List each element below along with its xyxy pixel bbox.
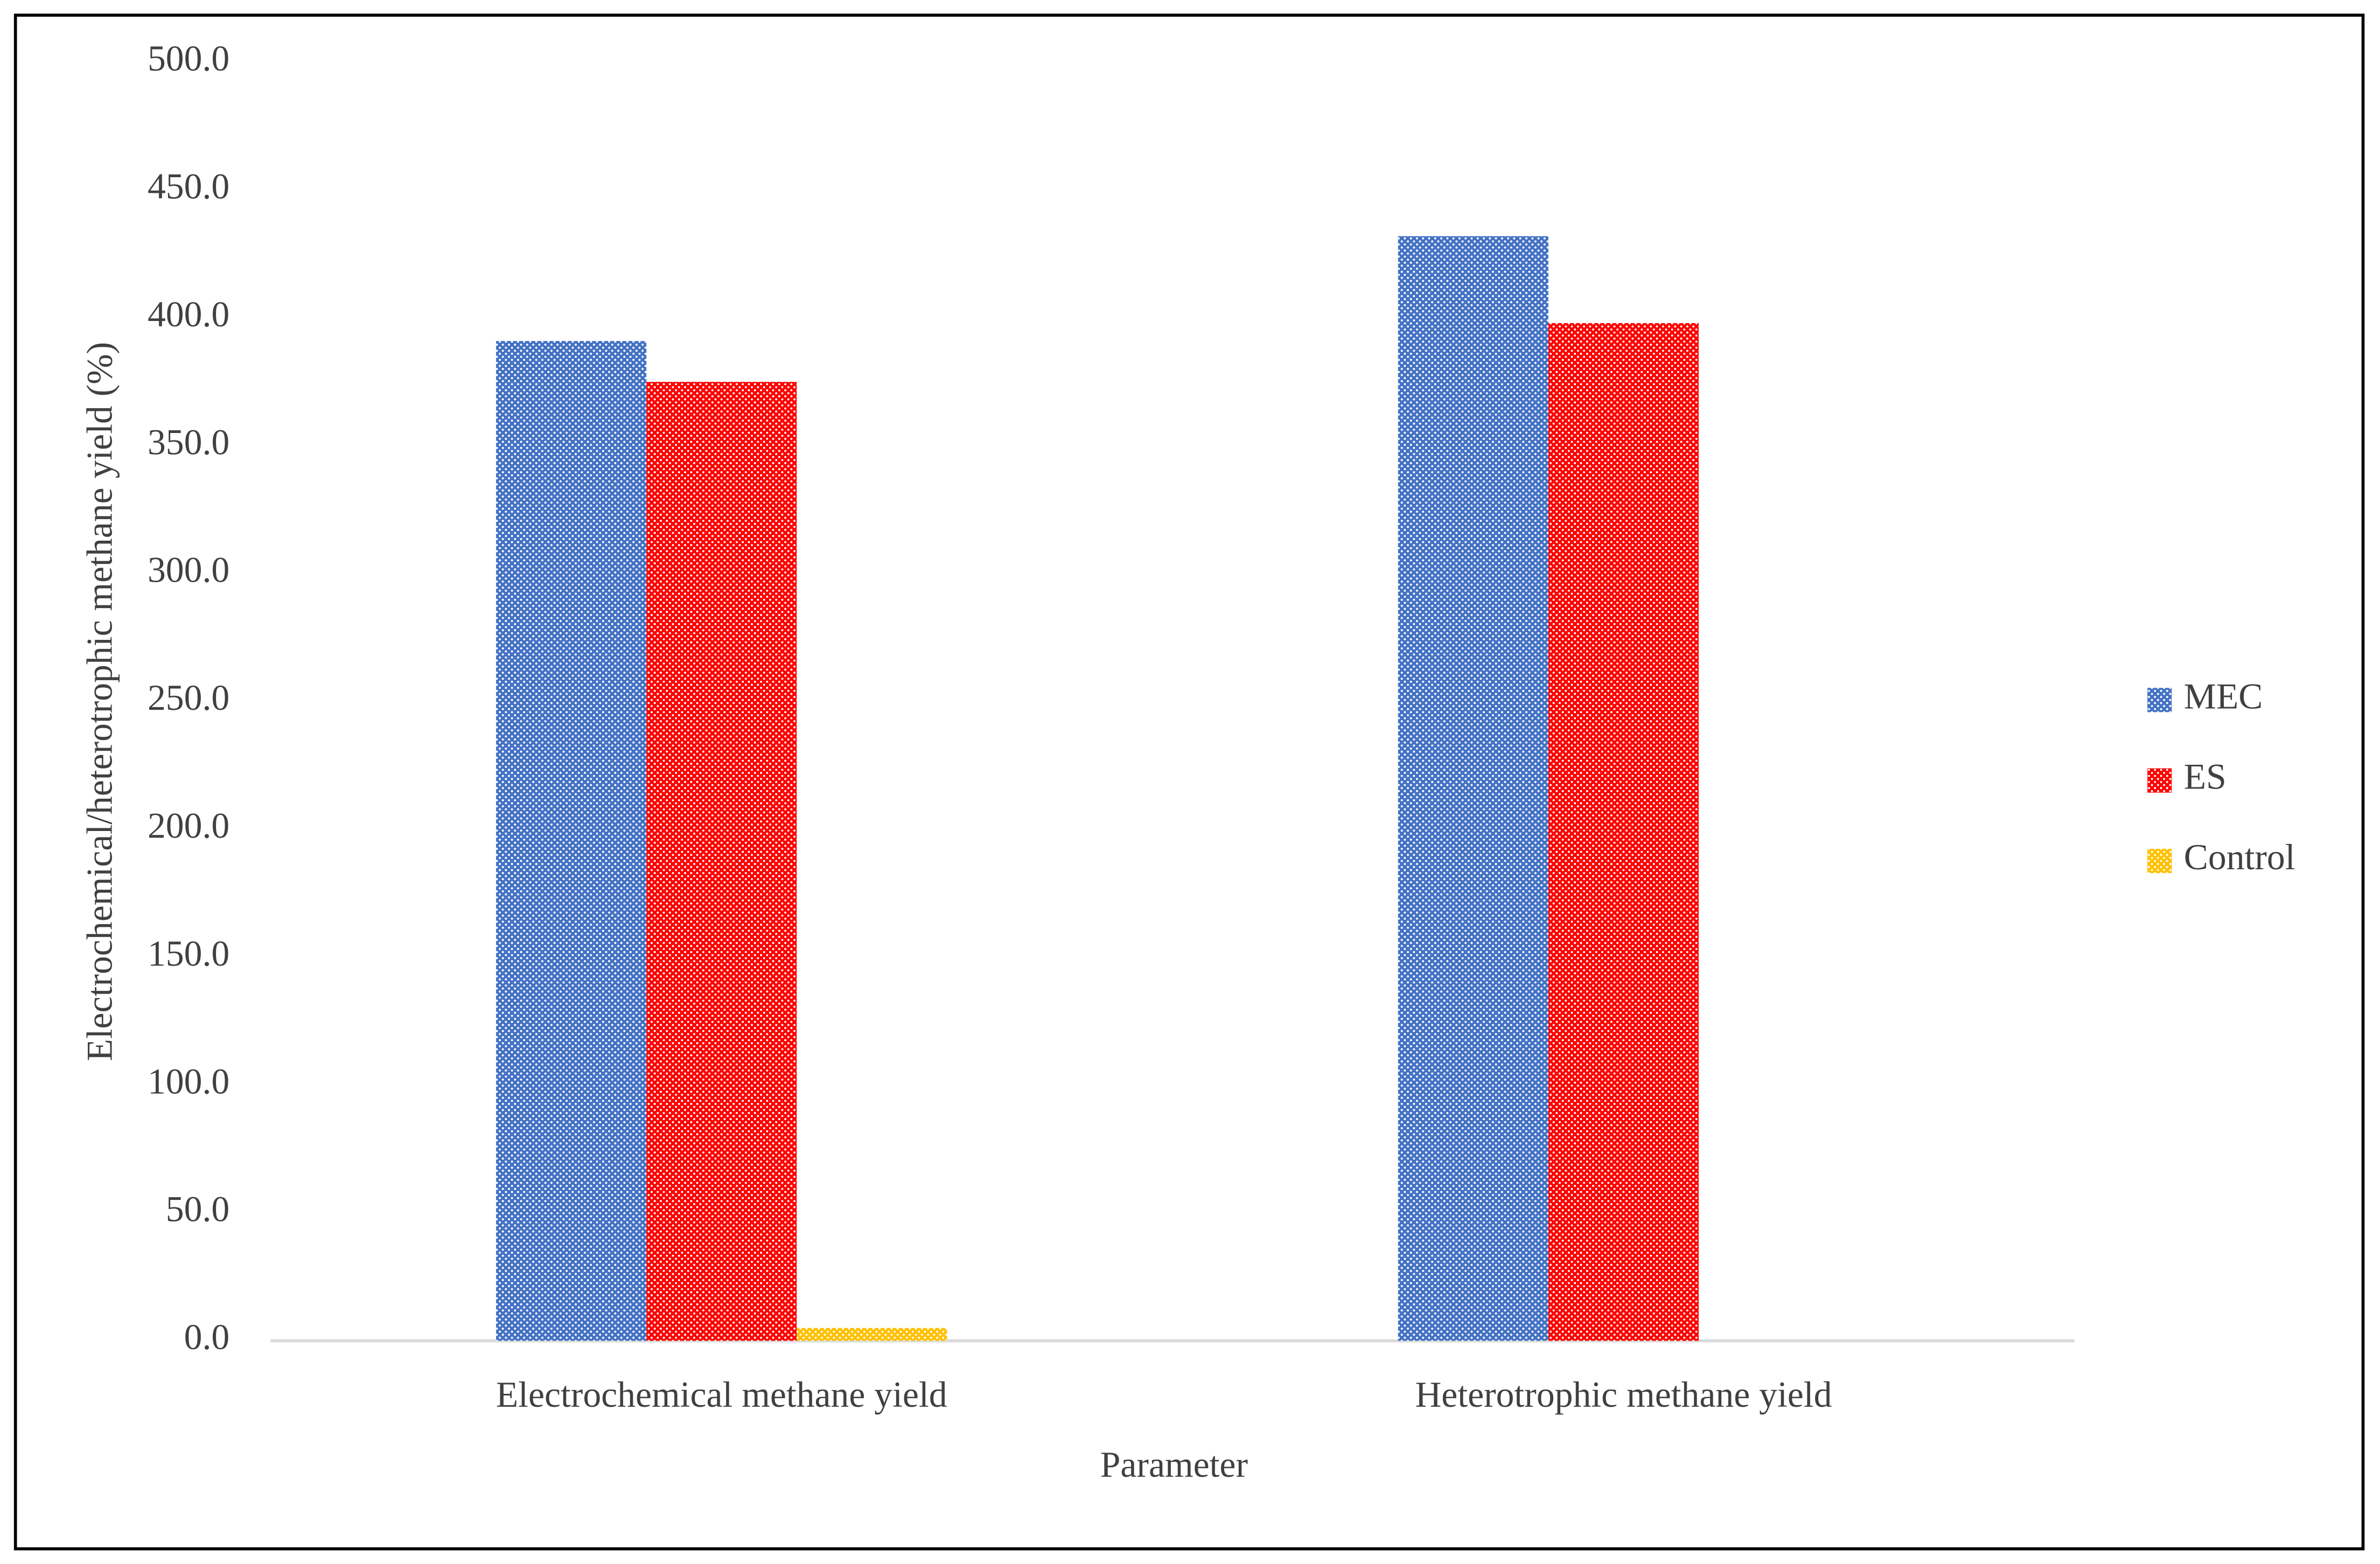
legend-label: Control	[2184, 837, 2295, 877]
bar	[496, 341, 647, 1341]
bar	[1398, 236, 1548, 1341]
y-tick-label: 450.0	[148, 166, 229, 207]
legend-swatch	[2147, 688, 2172, 713]
y-tick-label: 150.0	[148, 933, 229, 974]
y-tick-label: 250.0	[148, 678, 229, 718]
x-tick-label: Heterotrophic methane yield	[1415, 1374, 1832, 1415]
legend-label: ES	[2184, 757, 2227, 797]
y-tick-label: 0.0	[184, 1317, 230, 1357]
x-tick-label: Electrochemical methane yield	[496, 1374, 947, 1415]
bar	[646, 382, 797, 1341]
y-tick-label: 350.0	[148, 422, 229, 462]
y-tick-label: 50.0	[166, 1189, 229, 1230]
bar	[1548, 323, 1699, 1341]
legend-swatch	[2147, 768, 2172, 793]
y-tick-label: 100.0	[148, 1061, 229, 1101]
y-tick-label: 300.0	[148, 550, 229, 590]
y-tick-label: 200.0	[148, 805, 229, 846]
chart-border	[13, 13, 2365, 1551]
y-tick-label: 500.0	[148, 38, 229, 79]
legend-swatch	[2147, 849, 2172, 874]
y-axis-label: Electrochemical/heterotrophic methane yi…	[80, 342, 120, 1062]
legend-label: MEC	[2184, 676, 2263, 716]
bar	[797, 1328, 947, 1341]
x-axis-label: Parameter	[1100, 1444, 1248, 1485]
y-tick-label: 400.0	[148, 294, 229, 334]
